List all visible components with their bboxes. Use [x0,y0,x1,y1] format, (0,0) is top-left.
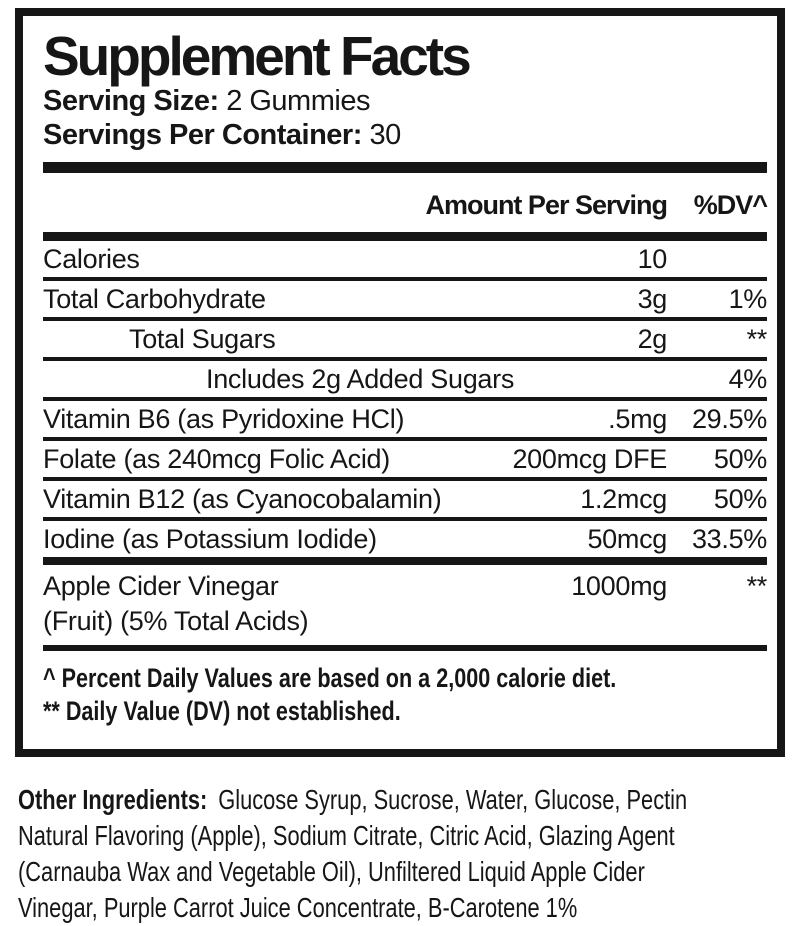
row-amount: 2g [637,323,668,354]
column-header-row: Amount Per Serving %DV^ [43,173,768,232]
row-amount: 50mcg [587,523,667,554]
panel-title: Supplement Facts [43,25,472,87]
footnotes: ^ Percent Daily Values are based on a 2,… [43,651,767,728]
supplement-facts-panel: Supplement Facts Serving Size: 2 Gummies… [15,8,785,757]
ingredients-text: (Carnauba Wax and Vegetable Oil), Unfilt… [18,856,645,887]
row-name: Includes 2g Added Sugars [206,363,515,394]
footnote-dv-not-established: ** Daily Value (DV) not established. [43,696,401,726]
row-name-line2: (Fruit) (5% Total Acids) [43,606,309,636]
row-dv: 33.5% [691,523,767,554]
thick-divider-header [43,232,767,241]
row-amount: .5mg [608,403,667,434]
ingredients-text: Natural Flavoring (Apple), Sodium Citrat… [18,820,675,851]
row-name: Total Carbohydrate [43,283,266,314]
dv-header: %DV^ [693,190,768,220]
table-row-calories: Calories 10 [43,241,767,281]
row-amount: 1.2mcg [580,483,667,514]
footnote-daily-values: ^ Percent Daily Values are based on a 2,… [43,663,617,693]
table-row-folate: Folate (as 240mcg Folic Acid) 200mcg DFE… [43,441,767,481]
row-dv: 50% [713,483,767,514]
row-amount: 1000mg [571,571,667,601]
table-row-iodine: Iodine (as Potassium Iodide) 50mcg 33.5% [43,521,767,565]
row-name: Folate (as 240mcg Folic Acid) [43,443,390,474]
serving-size-value: 2 Gummies [226,85,370,117]
row-name: Total Sugars [129,323,276,354]
ingredients-text: Glucose Syrup, Sucrose, Water, Glucose, … [218,784,688,815]
table-row-total-carbohydrate: Total Carbohydrate 3g 1% [43,281,767,321]
row-name: Vitamin B6 (as Pyridoxine HCl) [43,403,405,434]
row-dv: 4% [728,363,768,394]
serving-size-label: Serving Size: [43,85,219,117]
thick-divider-top [43,162,767,173]
table-row-vitamin-b12: Vitamin B12 (as Cyanocobalamin) 1.2mcg 5… [43,481,767,521]
serving-size-line: Serving Size: 2 Gummies [43,84,767,118]
other-ingredients-label: Other Ingredients: [18,784,208,815]
ingredients-line-2: Natural Flavoring (Apple), Sodium Citrat… [18,818,788,854]
row-name: Iodine (as Potassium Iodide) [43,523,377,554]
amount-per-serving-header: Amount Per Serving [425,190,668,220]
servings-per-container-value: 30 [369,119,401,151]
row-dv: 1% [728,283,768,314]
row-dv: ** [746,571,768,601]
row-dv: ** [746,323,768,354]
table-row-added-sugars: Includes 2g Added Sugars 4% [43,361,767,401]
ingredients-line-4: Vinegar, Purple Carrot Juice Concentrate… [18,890,788,926]
row-name: Vitamin B12 (as Cyanocobalamin) [43,483,442,514]
servings-per-container-line: Servings Per Container: 30 [43,118,767,152]
table-row-vitamin-b6: Vitamin B6 (as Pyridoxine HCl) .5mg 29.5… [43,401,767,441]
row-name: Calories [43,243,140,274]
other-ingredients-section: Other Ingredients: Glucose Syrup, Sucrose… [18,782,788,926]
row-dv: 50% [713,443,767,474]
row-dv: 29.5% [691,403,767,434]
table-row-total-sugars: Total Sugars 2g ** [43,321,767,361]
row-amount: 10 [637,243,668,274]
row-name-line1: Apple Cider Vinegar [43,571,279,601]
row-amount: 200mcg DFE [512,443,667,474]
row-name: Apple Cider Vinegar (Fruit) (5% Total Ac… [43,565,497,639]
table-row-apple-cider-vinegar: Apple Cider Vinegar (Fruit) (5% Total Ac… [43,565,767,651]
ingredients-line-1: Other Ingredients: Glucose Syrup, Sucrose… [18,782,788,818]
servings-per-container-label: Servings Per Container: [43,119,362,151]
ingredients-text: Vinegar, Purple Carrot Juice Concentrate… [18,892,578,923]
ingredients-line-3: (Carnauba Wax and Vegetable Oil), Unfilt… [18,854,788,890]
row-amount: 3g [637,283,668,314]
